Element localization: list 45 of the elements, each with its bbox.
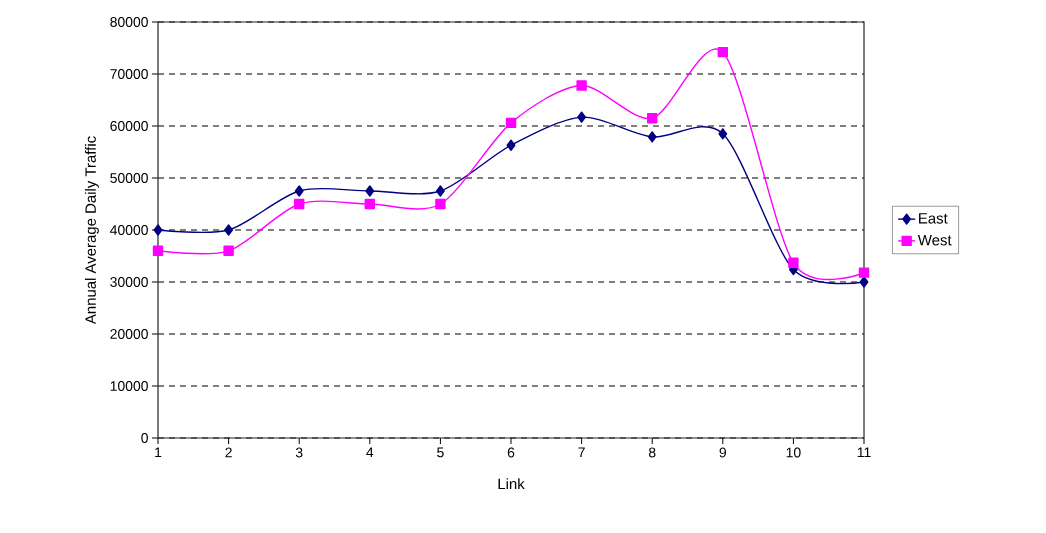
- legend-label: East: [919, 213, 948, 224]
- x-tick-label: 10: [786, 447, 801, 458]
- x-tick-label: 6: [507, 447, 515, 458]
- y-tick-label: 20000: [110, 329, 148, 339]
- x-tick-label: 9: [719, 447, 727, 458]
- point: [859, 276, 869, 288]
- y-tick-label: 0: [141, 433, 148, 443]
- y-tick-label: 80000: [110, 17, 148, 27]
- x-axis-title: Link: [498, 478, 525, 490]
- y-tick-label: 50000: [110, 173, 148, 183]
- point: [647, 131, 657, 143]
- point: [858, 267, 870, 278]
- x-tick-label: 3: [295, 447, 303, 458]
- y-tick-label: 40000: [110, 225, 148, 235]
- point: [506, 139, 516, 151]
- x-tick-label: 2: [225, 447, 232, 458]
- x-tick-label: 5: [437, 447, 444, 458]
- point: [152, 245, 164, 256]
- point: [576, 80, 587, 91]
- point: [223, 245, 234, 256]
- x-tick-label: 11: [857, 447, 871, 458]
- x-tick-label: 1: [155, 447, 162, 458]
- x-tick-label: 7: [578, 447, 585, 458]
- point: [505, 117, 517, 129]
- point: [294, 185, 304, 197]
- point: [364, 198, 375, 210]
- legend-label: West: [917, 234, 952, 246]
- point: [577, 111, 587, 123]
- y-tick-label: 70000: [110, 69, 148, 79]
- y-tick-label: 30000: [110, 277, 148, 287]
- point: [788, 257, 799, 268]
- point: [224, 224, 234, 236]
- y-tick-label: 60000: [110, 121, 148, 131]
- y-tick-label: 10000: [110, 381, 148, 391]
- x-tick-label: 8: [648, 447, 656, 458]
- point: [153, 224, 163, 236]
- point: [294, 198, 305, 210]
- y-axis-title: Annual Average Daily Traffic: [84, 136, 99, 325]
- point: [435, 185, 445, 197]
- point: [365, 185, 375, 197]
- point: [435, 198, 446, 210]
- point: [717, 46, 729, 58]
- x-tick-label: 4: [366, 447, 374, 458]
- point: [718, 128, 728, 140]
- point: [647, 113, 658, 124]
